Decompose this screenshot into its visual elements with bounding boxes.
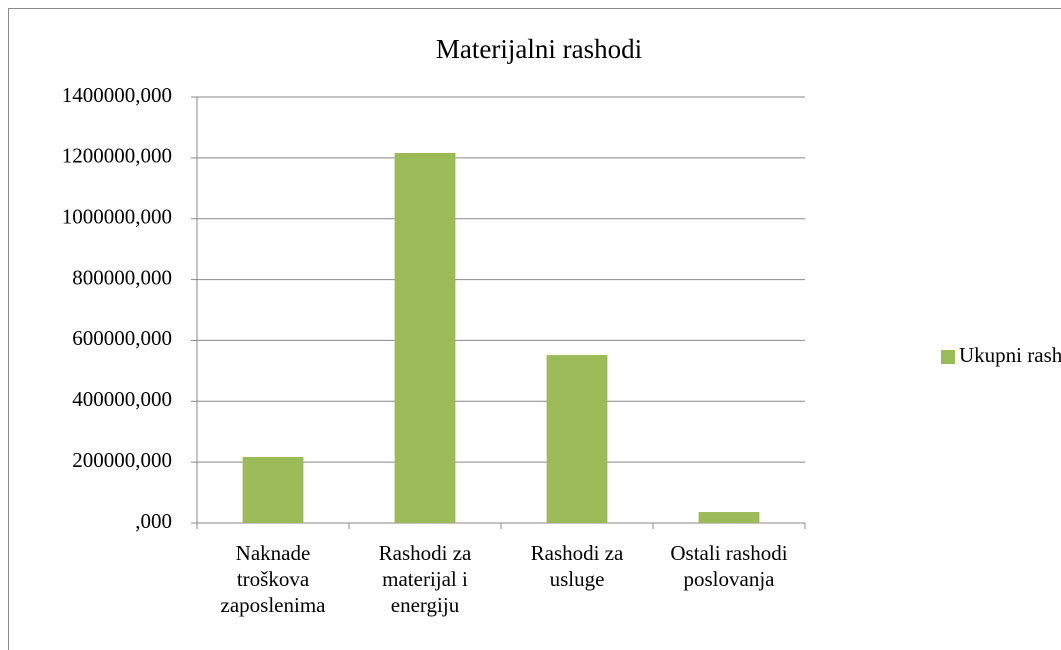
x-tick-label: Rashodi za usluge [530,541,624,591]
y-tick-label: 1200000,000 [62,144,172,168]
x-tick-label: Naknade troškova zaposlenima [220,541,326,617]
y-tick-label: 400000,000 [72,387,172,411]
y-tick-label: 200000,000 [72,448,172,472]
y-tick-label: 600000,000 [72,326,172,350]
y-tick-label: ,000 [135,509,172,533]
x-tick-label: Rashodi za materijal i energiju [378,541,472,617]
legend-swatch [941,350,955,364]
legend-label: Ukupni rashodi [959,343,1061,367]
y-tick-label: 800000,000 [72,265,172,289]
chart-frame [8,8,1061,650]
bar [698,512,760,523]
y-tick-label: 1000000,000 [62,205,172,229]
bar [546,355,608,523]
chart-title: Materijalni rashodi [436,34,642,64]
bar [242,456,304,523]
x-tick-label: Ostali rashodi poslovanja [670,541,788,591]
bar [394,152,456,523]
y-tick-label: 1400000,000 [62,83,172,107]
